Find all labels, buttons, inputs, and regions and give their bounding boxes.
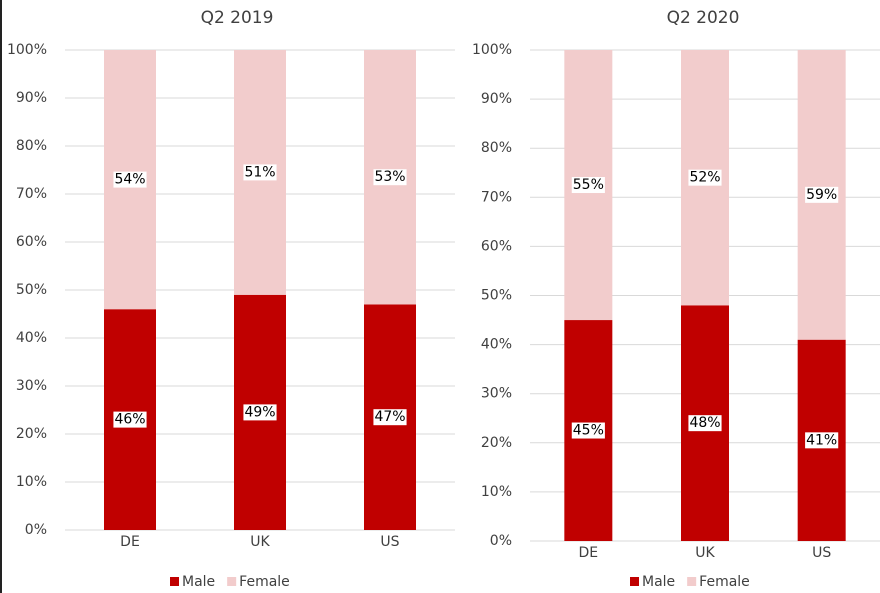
y-tick-label: 0% [490, 533, 512, 549]
y-tick-label: 40% [481, 337, 512, 353]
data-label: 41% [806, 432, 837, 448]
y-tick-label: 50% [481, 288, 512, 304]
y-tick-label: 20% [16, 426, 47, 442]
y-tick-label: 100% [472, 42, 512, 58]
legend-label: Male [182, 574, 215, 590]
data-label: 45% [573, 423, 604, 439]
chart-title: Q2 2020 [667, 8, 740, 28]
data-label-bg [243, 164, 277, 181]
y-tick-label: 100% [7, 42, 47, 58]
legend-swatch [630, 577, 639, 586]
y-tick-label: 30% [481, 386, 512, 402]
data-label: 48% [689, 415, 720, 431]
data-label: 54% [114, 172, 145, 188]
y-tick-label: 70% [16, 186, 47, 202]
x-tick-label: US [812, 545, 831, 561]
chart-title: Q2 2019 [201, 8, 274, 28]
data-label-bg [113, 171, 147, 188]
y-tick-label: 80% [16, 138, 47, 154]
y-tick-label: 30% [16, 378, 47, 394]
data-label: 46% [114, 412, 145, 428]
legend-swatch [227, 577, 237, 586]
y-tick-label: 20% [481, 435, 512, 451]
y-tick-label: 60% [481, 238, 512, 254]
y-tick-label: 90% [16, 90, 47, 106]
y-tick-label: 50% [16, 282, 47, 298]
x-tick-label: US [380, 534, 399, 550]
x-tick-label: UK [695, 545, 715, 561]
data-label: 53% [374, 169, 405, 185]
data-label: 52% [689, 170, 720, 186]
data-label-bg [805, 186, 839, 203]
legend-label: Female [239, 574, 290, 590]
data-label-bg [373, 409, 407, 426]
data-label-bg [243, 404, 277, 421]
data-label-bg [373, 169, 407, 186]
x-tick-label: DE [579, 545, 599, 561]
x-tick-label: DE [120, 534, 140, 550]
y-tick-label: 80% [481, 140, 512, 156]
y-tick-label: 0% [25, 522, 47, 538]
data-label-bg [113, 411, 147, 428]
legend-label: Male [642, 574, 675, 590]
x-tick-label: UK [250, 534, 270, 550]
data-label-bg [571, 422, 605, 439]
data-label-bg [571, 177, 605, 194]
y-tick-label: 10% [16, 474, 47, 490]
legend-label: Female [699, 574, 750, 590]
data-label: 55% [573, 177, 604, 193]
legend-swatch [170, 577, 179, 586]
data-label: 59% [806, 187, 837, 203]
y-tick-label: 90% [481, 91, 512, 107]
data-label: 47% [374, 409, 405, 425]
y-tick-label: 60% [16, 234, 47, 250]
data-label-bg [688, 169, 722, 186]
data-label: 51% [244, 164, 275, 180]
legend-swatch [687, 577, 697, 586]
y-tick-label: 70% [481, 189, 512, 205]
y-tick-label: 40% [16, 330, 47, 346]
data-label: 49% [244, 404, 275, 420]
data-label-bg [688, 415, 722, 432]
data-label-bg [805, 432, 839, 449]
y-tick-label: 10% [481, 484, 512, 500]
